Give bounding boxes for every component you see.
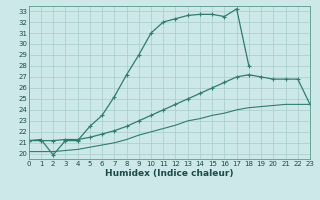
X-axis label: Humidex (Indice chaleur): Humidex (Indice chaleur) xyxy=(105,169,234,178)
